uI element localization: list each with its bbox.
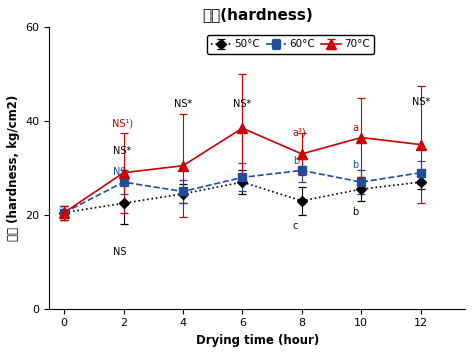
Text: NS¹): NS¹) [112, 118, 133, 128]
Y-axis label: 경도 (hardness, kg/cm2): 경도 (hardness, kg/cm2) [7, 95, 20, 241]
Text: b: b [293, 156, 299, 166]
Text: a³): a³) [293, 127, 307, 138]
Text: b: b [352, 207, 358, 217]
Title: 경도(hardness): 경도(hardness) [202, 7, 312, 22]
Legend: 50°C, 60°C, 70°C: 50°C, 60°C, 70°C [207, 35, 374, 54]
Text: NS*: NS* [234, 99, 252, 109]
Text: NS: NS [113, 247, 126, 257]
Text: NS*: NS* [412, 97, 430, 107]
Text: NS*: NS* [174, 99, 192, 109]
X-axis label: Drying time (hour): Drying time (hour) [195, 334, 319, 347]
Text: a: a [352, 123, 358, 133]
Text: b: b [352, 160, 358, 170]
Text: NS: NS [113, 167, 126, 177]
Text: c: c [293, 221, 298, 232]
Text: NS*: NS* [113, 146, 131, 156]
